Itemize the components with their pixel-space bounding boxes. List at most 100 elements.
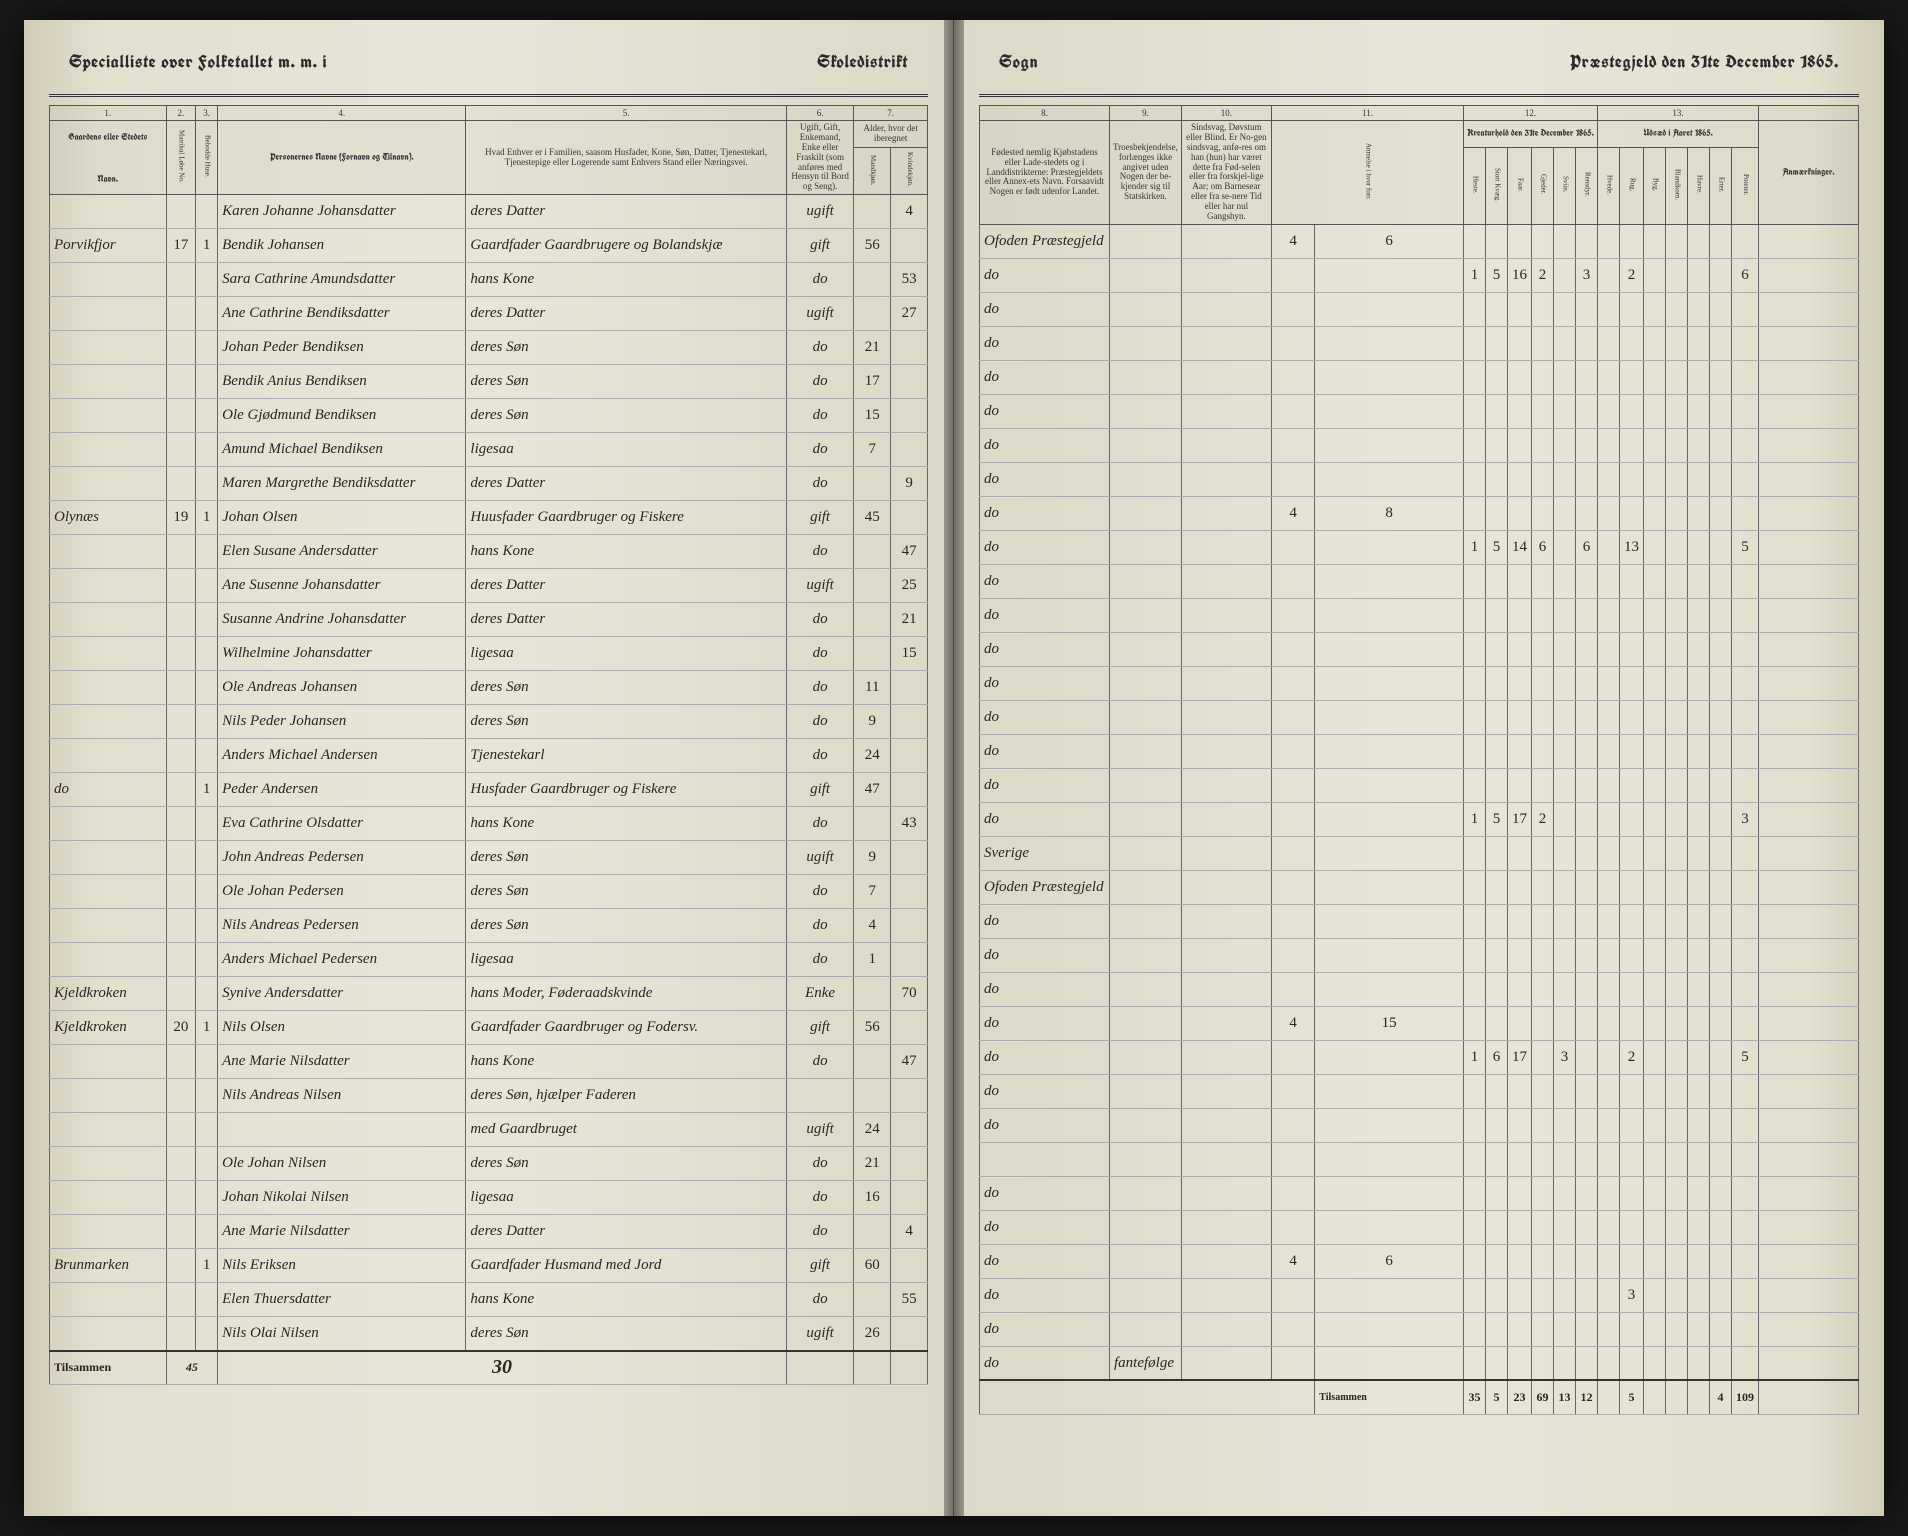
col10-num: 10.	[1181, 106, 1271, 121]
cell-cr	[1508, 394, 1532, 428]
table-row: Eva Cathrine Olsdatterhans Konedo43	[50, 807, 928, 841]
cell-h	[196, 331, 218, 365]
cell-name: Ane Cathrine Bendiksdatter	[218, 297, 466, 331]
cell	[1181, 292, 1271, 326]
cell-seed	[1732, 768, 1759, 802]
cell-seed	[1688, 258, 1710, 292]
cell-cr	[1508, 870, 1532, 904]
cell-seed	[1710, 1210, 1732, 1244]
col13-num: 13.	[1598, 106, 1759, 121]
cell-seed	[1620, 394, 1644, 428]
cell-cr: 1	[1464, 258, 1486, 292]
right-page: Sogn Præstegjeld den 31te December 1865.…	[954, 20, 1884, 1516]
cell-cr	[1576, 666, 1598, 700]
cell-cr	[1508, 292, 1532, 326]
cell-cr	[1486, 870, 1508, 904]
cell-stat: do	[786, 739, 854, 773]
h-sindsvag: Sindsvag, Døvstum eller Blind. Er No-gen…	[1181, 121, 1271, 225]
cell-cr	[1508, 768, 1532, 802]
title-sogn: Sogn	[999, 50, 1038, 74]
cell-m: 26	[854, 1317, 891, 1351]
cell-anm	[1759, 598, 1859, 632]
cell-seed	[1620, 632, 1644, 666]
table-row: do	[980, 632, 1859, 666]
cell-seed	[1598, 904, 1620, 938]
cell	[1271, 972, 1314, 1006]
cell-seed	[1688, 972, 1710, 1006]
table-row: Brunmarken1Nils EriksenGaardfader Husman…	[50, 1249, 928, 1283]
cell	[1181, 700, 1271, 734]
cell-seed	[1620, 1108, 1644, 1142]
cell-mn: 17	[166, 229, 195, 263]
cell-cr: 17	[1508, 802, 1532, 836]
cell-rel: Huusfader Gaardbruger og Fiskere	[466, 501, 786, 535]
cell-seed	[1598, 632, 1620, 666]
cell-farm: Porvikfjor	[50, 229, 167, 263]
cell-cr	[1554, 1346, 1576, 1380]
cell-rel: ligesaa	[466, 637, 786, 671]
cell-cr: 2	[1532, 258, 1554, 292]
cell-seed	[1732, 666, 1759, 700]
cell-f	[891, 943, 928, 977]
cell-seed	[1710, 394, 1732, 428]
cell-cr	[1508, 1074, 1532, 1108]
cell-cr: 1	[1464, 802, 1486, 836]
cell-cr	[1532, 224, 1554, 258]
cell	[1315, 1074, 1464, 1108]
cell-cr	[1532, 632, 1554, 666]
h-huse: Bebodde Huse.	[196, 121, 218, 195]
cell-cr	[1464, 1006, 1486, 1040]
cell-cr	[1576, 1346, 1598, 1380]
cell-cr	[1554, 360, 1576, 394]
left-footer-row: Tilsammen 45 30	[50, 1351, 928, 1385]
cell-seed	[1598, 1312, 1620, 1346]
cell-seed	[1644, 1040, 1666, 1074]
right-tbody: Ofoden Præstegjeld46do15162326dododododo…	[980, 224, 1859, 1380]
cell-cr	[1508, 632, 1532, 666]
cell-seed	[1688, 1074, 1710, 1108]
cell-seed	[1666, 972, 1688, 1006]
cell-anm	[1759, 292, 1859, 326]
cell-cr	[1486, 564, 1508, 598]
cell	[1315, 1210, 1464, 1244]
title-skoledistrikt: Skoledistrikt	[817, 50, 908, 74]
cell	[1271, 938, 1314, 972]
cell-name: Ane Marie Nilsdatter	[218, 1215, 466, 1249]
cell-mn	[166, 1215, 195, 1249]
cell-seed	[1644, 428, 1666, 462]
cell-h: 1	[196, 1249, 218, 1283]
cell-farm	[50, 1147, 167, 1181]
cell-stat: do	[786, 1147, 854, 1181]
cell-seed	[1732, 870, 1759, 904]
cell-name: Bendik Anius Bendiksen	[218, 365, 466, 399]
cell-seed	[1666, 360, 1688, 394]
cell-rel: deres Datter	[466, 195, 786, 229]
cell: do	[980, 428, 1110, 462]
cell-seed	[1732, 462, 1759, 496]
cell-mn	[166, 365, 195, 399]
table-row: Ane Cathrine Bendiksdatterderes Datterug…	[50, 297, 928, 331]
cell-seed	[1644, 360, 1666, 394]
cell-seed	[1710, 1074, 1732, 1108]
cell	[1181, 530, 1271, 564]
cell-seed	[1732, 938, 1759, 972]
cell-seed	[1644, 1278, 1666, 1312]
cell-seed	[1666, 462, 1688, 496]
cell-cr	[1464, 734, 1486, 768]
cell-m: 21	[854, 1147, 891, 1181]
cell-cr	[1486, 360, 1508, 394]
cell-cr	[1464, 1108, 1486, 1142]
cell-f	[891, 229, 928, 263]
cell-seed	[1644, 734, 1666, 768]
cell-cr	[1486, 1006, 1508, 1040]
cell	[1110, 972, 1182, 1006]
table-row: Ole Andreas Johansenderes Søndo11	[50, 671, 928, 705]
left-tbody: Karen Johanne Johansdatterderes Datterug…	[50, 195, 928, 1351]
cell-f	[891, 705, 928, 739]
cell-seed	[1644, 1142, 1666, 1176]
cell-seed	[1688, 1346, 1710, 1380]
cell-anm	[1759, 258, 1859, 292]
cell	[1110, 1142, 1182, 1176]
cell-seed: 5	[1732, 1040, 1759, 1074]
cell-m	[854, 1045, 891, 1079]
